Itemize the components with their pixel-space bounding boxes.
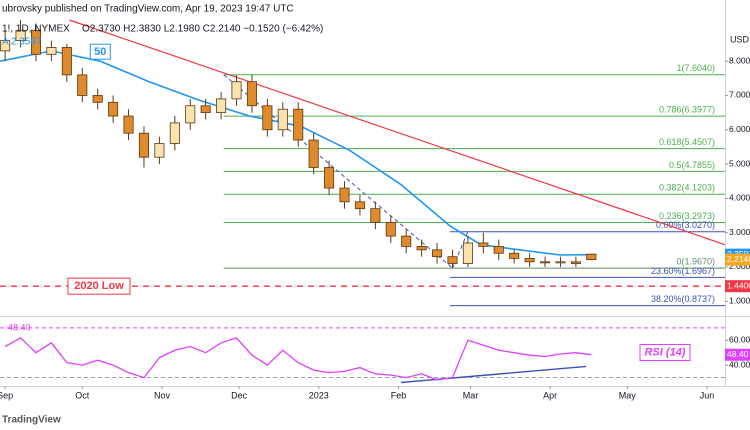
symbol: 1!, 1D, NYMEX xyxy=(2,24,70,35)
candle-body xyxy=(108,101,119,117)
candle-body xyxy=(231,81,242,100)
candle-body xyxy=(524,258,535,263)
candle-body xyxy=(123,115,134,134)
level-label: 0.618(5.4507) xyxy=(659,137,715,147)
level-label: 38.20%(0.8737) xyxy=(651,294,715,304)
annotation-box xyxy=(67,277,131,295)
candle-body xyxy=(262,105,273,131)
x-tick-label: Nov xyxy=(154,390,171,400)
unit-label: USD xyxy=(730,34,750,44)
candle-body xyxy=(61,47,72,76)
candle-body xyxy=(15,29,26,41)
level-label: 0.786(6.3977) xyxy=(659,105,715,115)
candle-body xyxy=(385,221,396,237)
candle-body xyxy=(30,29,42,55)
publisher: ubrovsky published on TradingView.com, A… xyxy=(2,4,294,15)
legend-label: 50 xyxy=(94,46,106,58)
candle-body xyxy=(293,108,304,141)
x-tick-label: 2023 xyxy=(309,390,329,400)
price-tag xyxy=(725,348,750,361)
candle-body xyxy=(462,242,473,264)
level-label: 23.60%(1.6967) xyxy=(651,266,715,276)
x-tick-label: Mar xyxy=(463,390,479,400)
ma-value: A 2.3597 xyxy=(2,37,42,48)
candle-body xyxy=(509,252,520,259)
ohlc: O2.3730 H2.3830 L2.1980 C2.2140 −0.1520 … xyxy=(82,24,323,35)
level-label: 0(1.9670) xyxy=(676,256,715,266)
legend-box xyxy=(639,344,691,361)
candle-body xyxy=(478,242,489,247)
y-tick-label: 3.0000 xyxy=(729,227,750,237)
candle-body xyxy=(216,98,227,114)
candle-body xyxy=(555,261,566,264)
x-tick-label: Feb xyxy=(391,390,407,400)
candle-body xyxy=(246,81,257,107)
price-tag-label: 1.4400 xyxy=(727,280,750,290)
candle-body xyxy=(169,122,180,144)
candle-body xyxy=(0,40,11,52)
x-tick-label: Oct xyxy=(75,390,90,400)
y-tick-label: 8.0000 xyxy=(729,55,750,65)
y-tick-label: 1.0000 xyxy=(729,296,750,306)
candle-body xyxy=(354,201,365,210)
x-tick-label: May xyxy=(619,390,637,400)
level-label: 0.236(3.2973) xyxy=(659,211,715,221)
price-tag-label: 48.40 xyxy=(727,349,749,359)
overlay-line xyxy=(69,19,726,246)
candle-body xyxy=(370,208,381,223)
candle-body xyxy=(324,167,335,189)
overlay-line xyxy=(0,50,597,256)
candle-body xyxy=(138,132,149,158)
x-tick-label: Dec xyxy=(231,390,248,400)
legend-box xyxy=(89,43,111,60)
footer: TradingView xyxy=(2,415,61,426)
overlay-line xyxy=(401,365,587,384)
x-tick-label: Apr xyxy=(543,390,557,400)
candle-body xyxy=(540,261,551,264)
y-tick-label: 60.00 xyxy=(729,335,750,345)
candle-body xyxy=(493,245,504,254)
price-tag-label: 2.2140 xyxy=(727,254,750,264)
candle-body xyxy=(416,245,427,251)
y-tick-label: 7.0000 xyxy=(729,90,750,100)
candle-body xyxy=(308,139,319,168)
level-label: 0.5(4.7855) xyxy=(669,160,715,170)
rsi-value: 48.40 xyxy=(8,322,31,332)
candle-body xyxy=(570,261,581,264)
candle-body xyxy=(200,105,211,114)
candle-body xyxy=(185,105,196,124)
candle-body xyxy=(92,95,103,103)
y-tick-label: 2.0000 xyxy=(729,261,750,271)
y-tick-label: 40.00 xyxy=(729,359,750,369)
price-tag xyxy=(725,253,750,266)
level-label: 0.00%(3.0270) xyxy=(656,220,715,230)
x-tick-label: Jun xyxy=(700,390,715,400)
x-tick-label: Sep xyxy=(0,390,13,400)
y-tick-label: 5.0000 xyxy=(729,158,750,168)
y-tick-label: 4.0000 xyxy=(729,193,750,203)
level-label: 0.382(4.1203) xyxy=(659,183,715,193)
candle-body xyxy=(401,235,412,247)
candle-body xyxy=(77,74,88,96)
price-tag xyxy=(725,280,750,293)
candle-body xyxy=(277,108,288,131)
legend-label: RSI (14) xyxy=(645,346,686,358)
annotation: 2020 Low xyxy=(74,280,124,292)
plot-area: Sep Oct Nov Dec 2023 Feb Mar Apr May Jun 1.0000 2.0… xyxy=(0,19,750,400)
overlay-line xyxy=(223,74,453,269)
candle-body xyxy=(46,47,57,55)
y-tick-label: 6.0000 xyxy=(729,124,750,134)
level-label: 1(7.6040) xyxy=(676,63,715,73)
rsi-line xyxy=(4,337,592,381)
candle-body xyxy=(432,249,443,258)
candle-body xyxy=(586,253,597,261)
candle-body xyxy=(339,187,350,203)
candle-body xyxy=(447,256,458,264)
candle-body xyxy=(154,143,165,158)
